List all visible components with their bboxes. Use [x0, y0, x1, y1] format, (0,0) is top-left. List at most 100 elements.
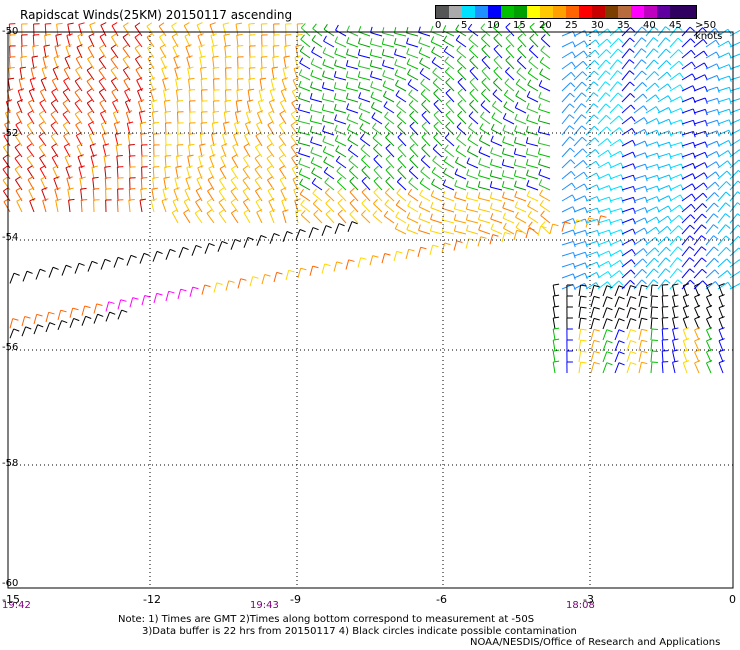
wind-barb [661, 306, 669, 319]
wind-barb [98, 88, 107, 103]
wind-barb [501, 181, 515, 191]
wind-barb [134, 22, 143, 37]
wind-barb [150, 88, 157, 103]
wind-barb [279, 110, 287, 125]
wind-barb [491, 112, 503, 125]
wind-barb [225, 67, 232, 81]
wind-barb [578, 295, 587, 308]
wind-barb [358, 92, 371, 103]
wind-barb [669, 26, 683, 37]
wind-barb [645, 279, 659, 290]
wind-barb [445, 121, 455, 136]
wind-barb [122, 33, 131, 48]
wind-barb [621, 259, 636, 268]
wind-barb [189, 111, 196, 125]
wind-barb [430, 201, 443, 213]
contaminated-barb [117, 309, 128, 320]
wind-barb [442, 179, 455, 191]
wind-barb [552, 294, 560, 308]
wind-barb [657, 130, 672, 137]
wind-barb [431, 178, 443, 191]
wind-barb [729, 282, 740, 290]
wind-barb [693, 192, 708, 202]
wind-barb [609, 127, 624, 136]
wind-barb [443, 35, 455, 48]
time-label: 18:08 [566, 600, 595, 611]
wind-barb [408, 89, 419, 103]
wind-barb [273, 23, 280, 37]
wind-barb [621, 128, 636, 136]
wind-barb [408, 100, 419, 114]
wind-barb [442, 191, 455, 202]
wind-barb [585, 261, 600, 268]
wind-barb [393, 38, 407, 48]
legend-label: 20 [539, 20, 552, 31]
wind-barb [645, 117, 660, 125]
wind-barb [149, 77, 156, 92]
wind-barb [152, 133, 160, 147]
wind-barb [717, 235, 731, 246]
wind-barb [490, 202, 503, 213]
wind-barb [537, 114, 551, 125]
wind-barb [421, 110, 431, 125]
wind-barb [63, 77, 71, 92]
wind-barb [297, 126, 311, 136]
wind-barb [540, 210, 551, 224]
wind-barb [87, 55, 95, 70]
wind-barb [432, 78, 443, 92]
wind-barb [372, 122, 383, 136]
wind-barb [621, 116, 636, 125]
legend-swatch [475, 6, 488, 18]
wind-barb [661, 361, 669, 374]
lat-label: -60 [2, 578, 19, 589]
wind-barb [505, 55, 515, 70]
wind-barb [693, 257, 707, 268]
wind-barb [573, 272, 588, 279]
wind-barb [441, 213, 455, 224]
wind-barb [479, 123, 491, 136]
wind-barb [291, 88, 299, 103]
wind-barb [346, 113, 359, 125]
wind-barb [573, 251, 588, 259]
wind-barb [236, 33, 243, 48]
wind-barb [513, 136, 527, 147]
wind-barb [225, 280, 235, 291]
wind-barb [650, 361, 658, 374]
wind-barb [633, 59, 647, 70]
wind-barb [297, 103, 311, 114]
wind-barb [430, 190, 443, 202]
contaminated-barb [74, 262, 85, 274]
wind-barb [694, 360, 701, 374]
wind-barb [717, 86, 732, 94]
wind-barb [80, 199, 88, 213]
wind-barb [491, 100, 503, 114]
wind-barb [661, 328, 669, 341]
wind-barb [526, 169, 539, 180]
wind-barb [397, 154, 407, 169]
wind-barb [99, 44, 107, 59]
wind-barb [573, 103, 587, 114]
legend-swatch [462, 6, 475, 18]
wind-barb [706, 316, 713, 330]
wind-barb [418, 212, 431, 224]
wind-barb [626, 351, 637, 363]
wind-barb [419, 68, 431, 81]
wind-barb [298, 147, 311, 158]
wind-barb [334, 48, 347, 59]
wind-barb [493, 77, 503, 92]
wind-barb [717, 270, 732, 279]
wind-barb [187, 77, 195, 92]
wind-barb [602, 318, 613, 330]
wind-barb [539, 199, 551, 213]
wind-barb [346, 48, 359, 59]
wind-barb [433, 132, 443, 147]
time-label: 19:42 [2, 600, 31, 611]
wind-barb [54, 187, 61, 202]
wind-barb [602, 362, 613, 374]
wind-barb [597, 59, 611, 70]
wind-barb [161, 66, 168, 81]
wind-barb [729, 180, 740, 191]
wind-barb [645, 71, 660, 81]
wind-barb [465, 203, 479, 213]
wind-barb [633, 26, 647, 37]
